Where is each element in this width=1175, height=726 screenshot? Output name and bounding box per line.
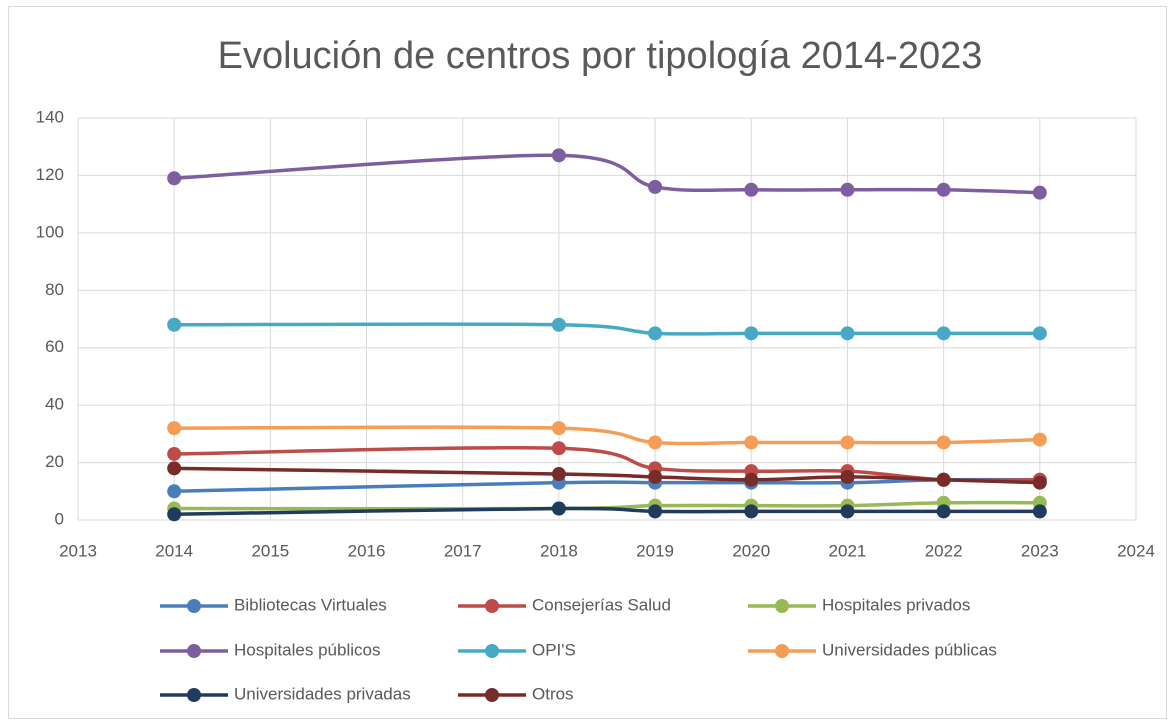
x-tick-label: 2014 (155, 541, 193, 560)
data-point (648, 326, 663, 341)
y-tick-label: 80 (45, 280, 64, 299)
data-point (167, 446, 182, 461)
data-point (936, 472, 951, 487)
legend-marker (187, 599, 201, 613)
x-tick-label: 2015 (251, 541, 289, 560)
legend-marker (775, 644, 789, 658)
x-tick-label: 2017 (444, 541, 482, 560)
y-tick-label: 0 (55, 509, 64, 528)
data-point (551, 148, 566, 163)
data-point (551, 441, 566, 456)
data-point (648, 179, 663, 194)
legend-label: Consejerías Salud (532, 595, 671, 614)
data-point (167, 171, 182, 186)
legend-label: Otros (532, 684, 574, 703)
data-point (167, 507, 182, 522)
data-point (840, 504, 855, 519)
data-point (840, 182, 855, 197)
legend-marker (187, 688, 201, 702)
data-point (551, 317, 566, 332)
x-tick-label: 2020 (732, 541, 770, 560)
series-line (174, 322, 1040, 336)
data-point (744, 472, 759, 487)
x-tick-label: 2019 (636, 541, 674, 560)
x-tick-label: 2013 (59, 541, 97, 560)
data-point (744, 504, 759, 519)
series-line (174, 153, 1040, 195)
data-point (936, 326, 951, 341)
data-point (744, 326, 759, 341)
data-point (167, 484, 182, 499)
data-point (1032, 185, 1047, 200)
data-point (1032, 432, 1047, 447)
data-point (551, 501, 566, 516)
data-point (648, 435, 663, 450)
chart-border (8, 6, 1167, 719)
series-line (174, 506, 1040, 517)
data-point (648, 469, 663, 484)
data-point (648, 504, 663, 519)
series-line (174, 425, 1040, 446)
legend-marker (485, 688, 499, 702)
legend-label: Hospitales públicos (234, 640, 380, 659)
x-tick-label: 2024 (1117, 541, 1155, 560)
x-tick-label: 2021 (829, 541, 867, 560)
data-point (840, 326, 855, 341)
data-point (936, 504, 951, 519)
data-point (840, 435, 855, 450)
data-point (936, 182, 951, 197)
data-point (936, 435, 951, 450)
y-tick-label: 60 (45, 337, 64, 356)
data-point (744, 182, 759, 197)
chart-title: Evolución de centros por tipología 2014-… (218, 35, 983, 77)
data-point (167, 421, 182, 436)
legend-marker (187, 644, 201, 658)
x-tick-label: 2023 (1021, 541, 1059, 560)
legend-label: Hospitales privados (822, 595, 970, 614)
data-point (167, 317, 182, 332)
data-point (167, 461, 182, 476)
y-tick-label: 20 (45, 452, 64, 471)
y-tick-label: 40 (45, 395, 64, 414)
data-point (551, 467, 566, 482)
y-tick-label: 120 (36, 165, 64, 184)
y-tick-label: 140 (36, 107, 64, 126)
series-line (174, 466, 1040, 485)
legend-marker (775, 599, 789, 613)
legend-marker (485, 599, 499, 613)
data-point (1032, 504, 1047, 519)
data-point (551, 421, 566, 436)
data-point (744, 435, 759, 450)
x-tick-label: 2022 (925, 541, 963, 560)
legend-marker (485, 644, 499, 658)
legend-label: Bibliotecas Virtuales (234, 595, 387, 614)
data-point (1032, 326, 1047, 341)
legend-label: OPI'S (532, 640, 576, 659)
y-tick-label: 100 (36, 222, 64, 241)
data-point (1032, 475, 1047, 490)
legend-label: Universidades públicas (822, 640, 997, 659)
x-tick-label: 2018 (540, 541, 578, 560)
data-point (840, 469, 855, 484)
legend-label: Universidades privadas (234, 684, 411, 703)
x-tick-label: 2016 (348, 541, 386, 560)
